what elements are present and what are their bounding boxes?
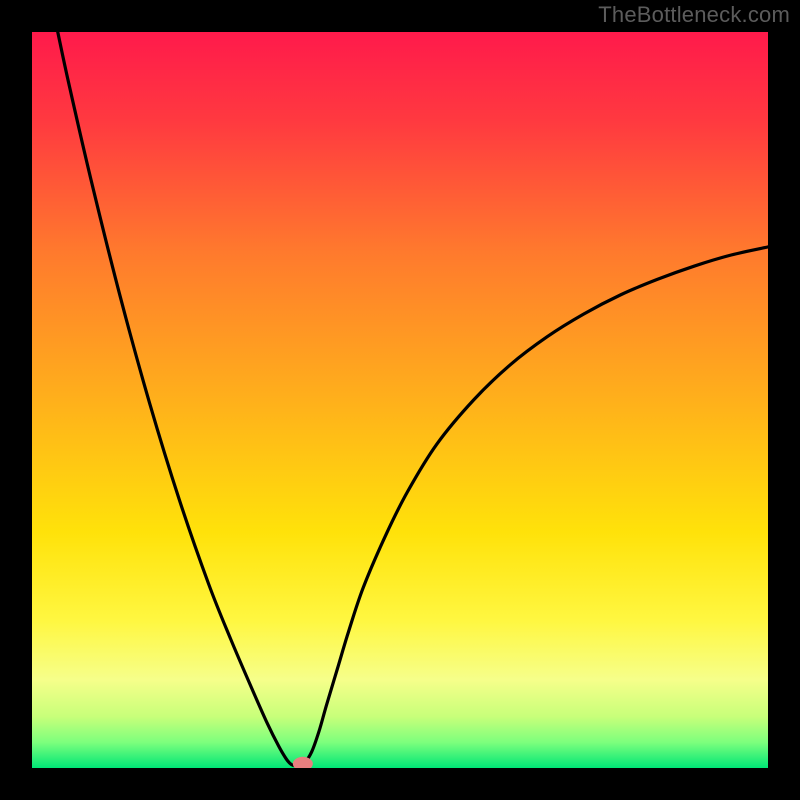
bottleneck-chart <box>32 32 768 768</box>
gradient-background <box>32 32 768 768</box>
chart-frame: TheBottleneck.com <box>0 0 800 800</box>
watermark-text: TheBottleneck.com <box>598 2 790 28</box>
